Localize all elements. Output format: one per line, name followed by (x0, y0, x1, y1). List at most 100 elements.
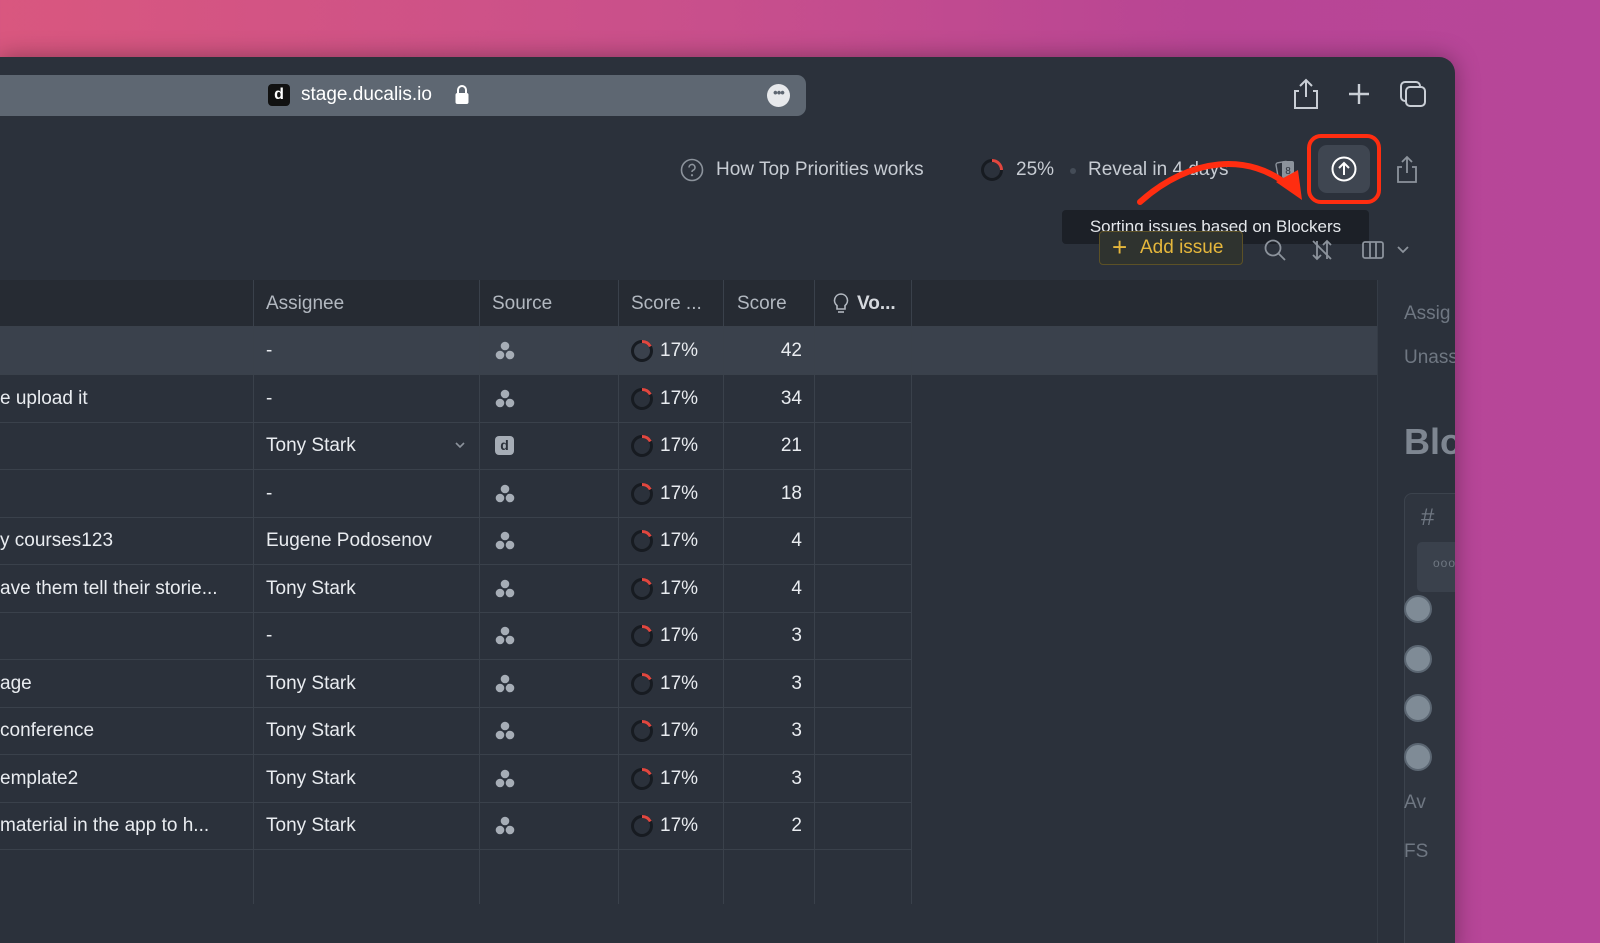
table-header: Assignee Source Score ... Score Vo... (0, 280, 1377, 327)
issue-title[interactable]: age (0, 672, 32, 694)
issue-title[interactable]: e upload it (0, 387, 88, 409)
page-menu-icon[interactable]: ••• (767, 84, 790, 107)
assignee-cell[interactable]: - (266, 387, 273, 409)
site-favicon: d (268, 84, 290, 106)
assignee-cell[interactable]: Eugene Podosenov (266, 530, 432, 551)
export-icon[interactable] (1394, 155, 1420, 185)
columns-icon[interactable] (1360, 237, 1386, 263)
column-source[interactable]: Source (492, 293, 553, 314)
new-tab-icon[interactable] (1343, 77, 1375, 111)
avatar[interactable] (1404, 694, 1432, 722)
reveal-countdown: Reveal in 4 days (1088, 159, 1229, 180)
table-row[interactable]: Tony Stark d 17% 21 (0, 422, 912, 470)
score-cell: 4 (791, 577, 802, 599)
issue-title[interactable]: conference (0, 720, 95, 741)
assignee-cell[interactable]: Tony Stark (266, 815, 356, 836)
issues-table: Assignee Source Score ... Score Vo... - 1… (0, 280, 1377, 943)
filter-sort-icon[interactable] (1309, 237, 1335, 263)
tabs-overview-icon[interactable] (1397, 77, 1429, 111)
help-icon[interactable] (680, 158, 704, 182)
column-divider (479, 280, 480, 904)
separator-dot (1070, 168, 1076, 174)
add-issue-button[interactable]: + Add issue (1099, 231, 1243, 265)
panel-unassigned-label[interactable]: Unass (1404, 347, 1455, 368)
score-cell: 2 (791, 815, 802, 836)
assignee-cell[interactable]: Tony Stark (266, 577, 356, 599)
issue-title[interactable]: y courses123 (0, 530, 114, 551)
issue-title[interactable] (0, 612, 240, 659)
confidence-ring-icon (631, 340, 653, 362)
panel-fs-label: FS (1404, 841, 1429, 862)
assignee-cell[interactable]: Tony Stark (266, 672, 356, 694)
cluster-source-icon (495, 579, 515, 597)
score-cell: 3 (791, 767, 802, 789)
score-cell: 42 (780, 340, 802, 361)
issue-title[interactable]: emplate2 (0, 767, 79, 789)
issue-title[interactable]: material in the app to h... (0, 815, 210, 836)
score-confidence-cell: 17% (660, 720, 699, 741)
hash-label: # (1421, 504, 1435, 531)
search-icon[interactable] (1262, 237, 1288, 263)
column-score[interactable]: Score (737, 293, 787, 314)
table-row[interactable]: ave them tell their storie... Tony Stark 1… (0, 565, 912, 613)
table-row[interactable]: material in the app to h... Tony Stark 17%… (0, 802, 912, 850)
score-confidence-cell: 17% (660, 767, 699, 789)
assignee-cell[interactable]: - (266, 482, 273, 504)
assignee-cell[interactable]: Tony Stark (266, 435, 356, 456)
table-row[interactable]: emplate2 Tony Stark 17% 3 (0, 755, 912, 803)
assignee-cell[interactable]: Tony Stark (266, 720, 356, 741)
column-assignee[interactable]: Assignee (266, 293, 345, 314)
table-row[interactable]: conference Tony Stark 17% 3 (0, 707, 912, 755)
issue-title[interactable] (0, 422, 240, 469)
column-divider (911, 280, 912, 904)
confidence-ring-icon (631, 720, 653, 742)
score-cell: 4 (791, 530, 802, 551)
plus-icon: + (1112, 232, 1128, 262)
column-score-confidence[interactable]: Score ... (631, 293, 702, 314)
how-top-priorities-link[interactable]: How Top Priorities works (716, 159, 924, 180)
table-row[interactable]: - 17% 42 (0, 327, 1377, 375)
confidence-ring-icon (631, 482, 653, 505)
panel-av-label: Av (1404, 792, 1426, 813)
ducalis-source-icon: d (495, 436, 514, 455)
score-confidence-cell: 17% (660, 815, 699, 836)
assignee-cell[interactable]: - (266, 625, 273, 646)
score-confidence-cell: 17% (660, 387, 699, 409)
issue-title[interactable] (0, 327, 240, 374)
issue-title[interactable]: ave them tell their storie... (0, 577, 218, 599)
table-row[interactable]: e upload it - 17% 34 (0, 375, 912, 423)
score-confidence-cell: 17% (660, 577, 699, 599)
cluster-source-icon (495, 626, 515, 645)
column-divider (253, 280, 254, 904)
table-row[interactable]: age Tony Stark 17% 3 (0, 660, 912, 708)
panel-assignee-label: Assig (1404, 303, 1451, 324)
browser-window: d stage.ducalis.io ••• How Top Prioritie… (0, 57, 1455, 943)
cluster-source-icon (495, 721, 515, 740)
cluster-source-icon (495, 484, 515, 502)
cards-icon[interactable]: 8 (1275, 158, 1297, 182)
address-bar[interactable]: d stage.ducalis.io ••• (0, 75, 806, 116)
score-cell: 21 (780, 435, 802, 456)
loading-dots: ooo (1433, 556, 1455, 570)
highlight-box (1307, 134, 1381, 204)
assignee-cell[interactable]: - (266, 340, 273, 361)
score-confidence-cell: 17% (660, 340, 699, 361)
assignee-cell[interactable]: Tony Stark (266, 767, 356, 789)
progress-percent: 25% (1016, 159, 1055, 180)
url-text[interactable]: stage.ducalis.io (301, 84, 432, 105)
sort-by-blockers-button[interactable] (1318, 145, 1370, 193)
chevron-down-icon[interactable] (1394, 237, 1412, 263)
table-row[interactable]: - 17% 18 (0, 470, 912, 518)
score-cell: 3 (791, 672, 802, 694)
avatar[interactable] (1404, 595, 1432, 623)
avatar[interactable] (1404, 645, 1432, 673)
issue-title[interactable] (0, 470, 240, 517)
column-votes[interactable]: Vo... (857, 293, 896, 314)
table-row[interactable]: - 17% 3 (0, 612, 912, 660)
column-divider (814, 280, 815, 904)
share-icon[interactable] (1290, 77, 1322, 111)
panel-heading: Blo (1404, 421, 1455, 462)
avatar[interactable] (1404, 743, 1432, 771)
table-row[interactable]: y courses123 Eugene Podosenov 17% 4 (0, 517, 912, 565)
assignee-dropdown-icon[interactable] (453, 438, 467, 452)
